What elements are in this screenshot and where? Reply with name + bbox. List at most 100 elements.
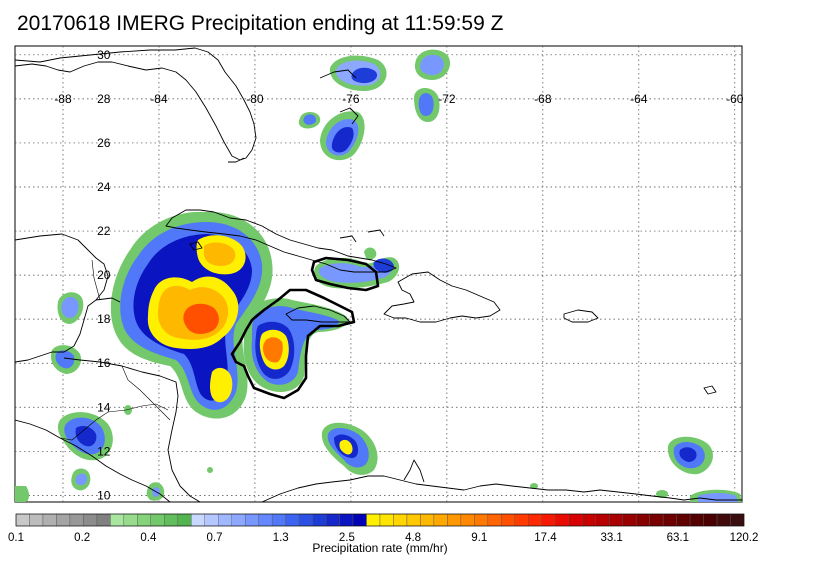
- colorbar-tick-label: 120.2: [730, 532, 759, 544]
- rain-cell-southwest-corner: [15, 486, 29, 502]
- rain-cell-small-dots: [124, 405, 668, 498]
- longitude-label: -72: [438, 92, 456, 106]
- colorbar-swatch: [258, 513, 273, 527]
- colorbar-tick-label: 33.1: [600, 532, 622, 544]
- longitude-label: -60: [726, 92, 744, 106]
- colorbar-swatch: [191, 513, 205, 527]
- rain-cell-yucatan: [57, 292, 84, 324]
- latitude-label: 26: [97, 136, 111, 150]
- longitude-label: -80: [246, 92, 264, 106]
- colorbar-swatch: [204, 513, 219, 527]
- colorbar-tick-label: 9.1: [471, 532, 487, 544]
- colorbar-swatch: [83, 513, 98, 527]
- latitude-label: 12: [97, 444, 111, 458]
- colorbar-swatch: [555, 513, 569, 527]
- colorbar-swatch: [595, 513, 610, 527]
- rain-cell-bahamas-west: [298, 112, 321, 129]
- latitude-label: 10: [97, 488, 111, 502]
- longitude-label: -76: [342, 92, 360, 106]
- colorbar-swatch: [582, 513, 596, 527]
- colorbar-swatch: [123, 513, 138, 527]
- colorbar-tick-label: 0.1: [8, 532, 24, 544]
- colorbar-swatch: [528, 513, 542, 527]
- colorbar-tick-label: 4.8: [405, 532, 421, 544]
- colorbar-swatch: [42, 513, 57, 527]
- colorbar-swatch: [501, 513, 516, 527]
- colorbar-swatch: [393, 513, 408, 527]
- latitude-labels: 30 28 26 24 22 20 18 16 14 12 10: [97, 48, 111, 503]
- colorbar-swatch: [716, 513, 731, 527]
- colorbar-swatch: [366, 513, 381, 527]
- colorbar-swatch: [622, 513, 637, 527]
- colorbar-swatch: [568, 513, 583, 527]
- colorbar-swatch: [649, 513, 664, 527]
- colorbar-swatch: [285, 513, 300, 527]
- colorbar-swatch: [137, 513, 152, 527]
- colorbar-swatch: [69, 513, 84, 527]
- latitude-label: 24: [97, 180, 111, 194]
- rain-cell-bahamas-east-2: [414, 87, 440, 122]
- colorbar-tick-label: 17.4: [534, 532, 557, 544]
- borders: [59, 259, 171, 441]
- rain-cell-western-caribbean: [110, 211, 273, 419]
- colorbar-swatch: [164, 513, 178, 527]
- rain-cell-pacific-small: [71, 468, 91, 491]
- colorbar-swatch: [689, 513, 704, 527]
- colorbar-tick-label: 2.5: [339, 532, 355, 544]
- colorbar-tick-label: 0.2: [74, 532, 90, 544]
- latitude-label: 20: [97, 268, 111, 282]
- colorbar-swatch: [271, 513, 286, 527]
- colorbar-swatch: [730, 513, 745, 527]
- longitude-label: -88: [54, 92, 72, 106]
- longitude-labels: -88 -84 -80 -76 -72 -68 -64 -60: [54, 92, 743, 106]
- longitude-label: -64: [630, 92, 648, 106]
- colorbar-swatch: [29, 513, 44, 527]
- threat-contours: [230, 256, 380, 400]
- colorbar-outline: [15, 513, 745, 527]
- colorbar-swatch: [433, 513, 448, 527]
- colorbar-swatch: [460, 513, 475, 527]
- colorbar-swatch: [487, 513, 502, 527]
- colorbar-swatch: [447, 513, 462, 527]
- rain-cell-bahamas-east: [414, 49, 451, 80]
- colorbar-swatch: [96, 513, 111, 527]
- colorbar-unit-label: Precipitation rate (mm/hr): [312, 541, 447, 555]
- rain-cell-south-caribbean: [321, 422, 378, 475]
- map-title: 20170618 IMERG Precipitation ending at 1…: [17, 12, 504, 35]
- rain-cell-bahamas-central: [320, 111, 365, 161]
- colorbar-swatch: [608, 513, 623, 527]
- colorbar-tick-label: 1.3: [273, 532, 289, 544]
- colorbar-swatch: [312, 513, 327, 527]
- colorbar-swatch: [379, 513, 394, 527]
- colorbar-swatch: [244, 513, 259, 527]
- latitude-label: 14: [97, 400, 111, 414]
- colorbar-swatch: [231, 513, 246, 527]
- colorbar-swatch: [662, 513, 677, 527]
- colorbar-swatch: [325, 513, 340, 527]
- coastlines: [15, 47, 742, 502]
- colorbar-swatch: [339, 513, 354, 527]
- colorbar-swatch: [474, 513, 489, 527]
- colorbar-swatch: [676, 513, 691, 527]
- colorbar-swatch: [635, 513, 650, 527]
- colorbar-tick-label: 63.1: [667, 532, 689, 544]
- rain-cell-southeast-edge: [690, 489, 742, 502]
- colorbar-tick-labels: 0.1 0.2 0.4 0.7 1.3 2.5 4.8 9.1 17.4 33.1 63.1 120.…: [8, 532, 758, 544]
- colorbar-swatch: [406, 513, 421, 527]
- latitude-label: 18: [97, 312, 111, 326]
- latitude-label: 28: [97, 92, 111, 106]
- colorbar-swatch: [218, 513, 232, 527]
- colorbar-swatch: [56, 513, 71, 527]
- colorbar-swatch: [298, 513, 313, 527]
- longitude-label: -68: [534, 92, 552, 106]
- colorbar-swatch: [541, 513, 556, 527]
- latitude-label: 22: [97, 224, 111, 238]
- latitude-label: 30: [97, 48, 111, 62]
- colorbar-swatch: [177, 513, 192, 527]
- colorbar-swatch: [703, 513, 718, 527]
- colorbar-swatch: [110, 513, 125, 527]
- colorbar-swatch: [514, 513, 529, 527]
- colorbar-tick-label: 0.7: [207, 532, 223, 544]
- latitude-label: 16: [97, 356, 111, 370]
